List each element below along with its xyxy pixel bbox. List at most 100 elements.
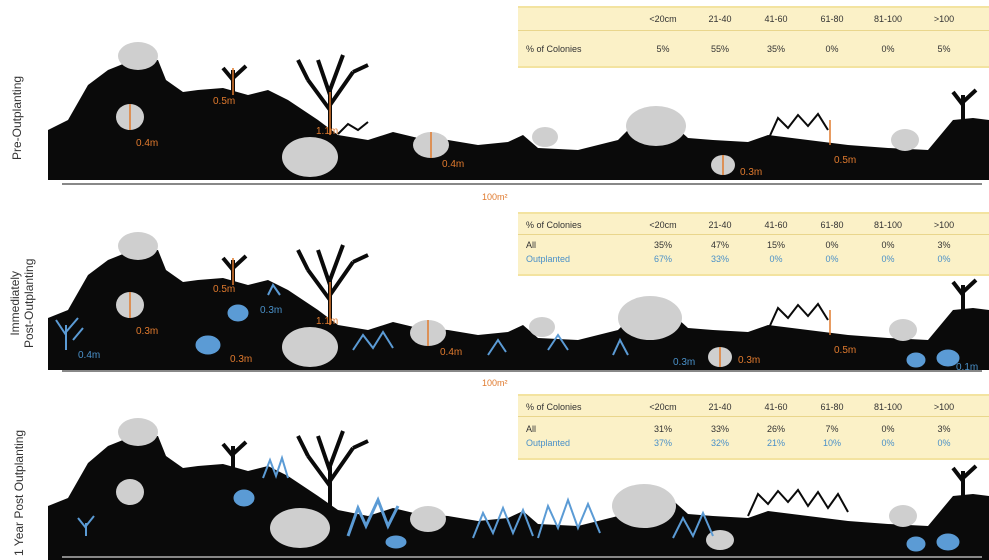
measurement-label: 0.3m <box>740 167 762 178</box>
staghorn-corals <box>747 488 849 517</box>
staghorn-corals <box>767 302 829 331</box>
reef-scene: 0.5m 0.3m 0.3m 1.1m 0.4m 0.3m 0.5m 0.4m … <box>48 232 989 373</box>
outplant-coral <box>227 304 249 322</box>
brain-coral <box>118 232 158 260</box>
table-header-cell: 21-40 <box>708 14 732 24</box>
brain-coral <box>116 479 144 505</box>
outplant-measurement-label: 0.1m <box>956 362 978 373</box>
table-header-cell: 81-100 <box>873 402 903 412</box>
table-cell: 0% <box>769 254 783 264</box>
outplanted-corals <box>55 283 960 368</box>
table-cell: 0% <box>881 254 895 264</box>
panel-label-line: Post-Outplanting <box>22 258 36 348</box>
outplant-coral <box>906 536 926 552</box>
table-header-cell: >100 <box>933 402 955 412</box>
height-markers <box>129 68 831 175</box>
panel-label: Immediately Post-Outplanting <box>8 259 36 348</box>
table-header-cell: 21-40 <box>708 220 732 230</box>
outplant-coral <box>55 317 84 350</box>
outplant-coral <box>472 505 534 539</box>
table-row-label-header: % of Colonies <box>526 402 582 412</box>
outplant-coral <box>906 352 926 368</box>
outplant-coral <box>262 454 289 479</box>
table-header-cell: <20cm <box>649 14 677 24</box>
table-header-cell: 61-80 <box>820 220 844 230</box>
reef-silhouette <box>48 60 989 180</box>
measurement-label: 0.4m <box>440 347 462 358</box>
reef-scene <box>48 418 989 560</box>
outplant-measurement-label: 0.4m <box>78 350 100 361</box>
table-header-cell: 81-100 <box>873 220 903 230</box>
brain-coral <box>118 42 158 70</box>
brain-coral <box>270 508 330 548</box>
outplant-coral <box>936 533 960 551</box>
brain-coral <box>282 327 338 367</box>
measurement-label: 0.3m <box>738 355 760 366</box>
table-header-cell: >100 <box>933 14 955 24</box>
staghorn-coral <box>337 121 369 135</box>
branching-coral <box>951 464 978 496</box>
panel-immediately-post-outplanting: Immediately Post-Outplanting <box>0 200 989 380</box>
scale-label: 100m² <box>482 378 508 388</box>
table-cell: 32% <box>710 438 729 448</box>
table-header-cell: 61-80 <box>820 402 844 412</box>
reef-silhouette <box>48 250 989 370</box>
outplant-coral <box>487 333 629 356</box>
brain-corals <box>116 418 917 550</box>
table-cell: 3% <box>937 240 951 250</box>
branching-coral <box>296 430 369 510</box>
table-cell: 0% <box>881 44 895 54</box>
table-cell: 5% <box>937 44 951 54</box>
measurement-label: 0.4m <box>442 159 464 170</box>
table-header-cell: 41-60 <box>764 220 788 230</box>
panel-1-year-post-outplanting: 1 Year Post Outplanting <box>0 388 989 560</box>
brain-coral <box>612 484 676 528</box>
panel-label-line: Immediately <box>8 270 22 336</box>
panel-pre-outplanting: Pre-Outplanting <box>0 0 989 195</box>
measurement-label: 1.1m <box>316 316 338 327</box>
table-cell: 26% <box>766 424 785 434</box>
brain-coral <box>889 505 917 527</box>
table-cell: 55% <box>710 44 729 54</box>
table-row-label: All <box>526 240 537 250</box>
panel-label-line: 1 Year Post Outplanting <box>12 429 26 556</box>
table-cell: 0% <box>881 240 895 250</box>
outplant-coral <box>936 349 960 367</box>
table-cell: 0% <box>825 254 839 264</box>
outplant-coral <box>352 330 394 351</box>
measurement-label: 0.5m <box>213 96 235 107</box>
brain-coral <box>118 418 158 446</box>
table-cell: 35% <box>766 44 785 54</box>
measurement-label: 0.4m <box>136 138 158 149</box>
outplant-measurement-label: 0.3m <box>673 357 695 368</box>
scale-bar <box>62 556 982 558</box>
table-cell: 0% <box>937 254 951 264</box>
table-cell: 37% <box>653 438 672 448</box>
outplant-coral <box>267 283 281 296</box>
height-markers <box>129 258 831 367</box>
outplanted-corals <box>77 454 960 552</box>
table-header-cell: 41-60 <box>764 14 788 24</box>
table-rule <box>518 416 989 417</box>
table-cell: 31% <box>653 424 672 434</box>
panel-label: 1 Year Post Outplanting <box>12 430 26 556</box>
table-cell: 67% <box>653 254 672 264</box>
table-cell: 0% <box>937 438 951 448</box>
reef-scene: 0.5m 0.4m 1.1m 0.4m 0.3m 0.5m <box>48 42 989 180</box>
scale-label: 100m² <box>482 192 508 202</box>
table-cell: 0% <box>881 424 895 434</box>
table-cell: 5% <box>656 44 670 54</box>
outplant-coral <box>77 515 95 536</box>
measurement-label: 0.5m <box>834 345 856 356</box>
table-header-cell: 41-60 <box>764 402 788 412</box>
table-header-cell: 21-40 <box>708 402 732 412</box>
staghorn-coral <box>747 488 849 517</box>
branching-coral <box>951 278 978 310</box>
brain-coral <box>626 106 686 146</box>
table-cell: 21% <box>766 438 785 448</box>
table-rule <box>518 234 989 235</box>
brain-coral <box>532 127 558 147</box>
brain-corals <box>116 232 917 367</box>
brain-coral <box>891 129 919 151</box>
